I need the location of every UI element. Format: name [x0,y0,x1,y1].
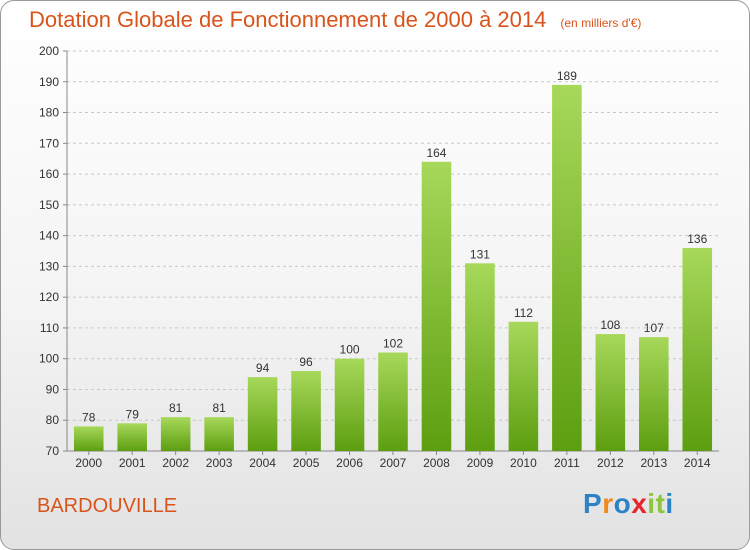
bar [291,371,321,451]
logo-letter: x [631,488,648,519]
y-tick-label: 170 [39,136,59,150]
bar [73,426,104,451]
bar [421,161,452,451]
chart-subtitle: (en milliers d'€) [560,16,642,30]
x-tick-label: 2001 [119,456,146,470]
bar [247,377,278,451]
data-label: 81 [169,401,183,415]
x-tick-label: 2008 [423,456,450,470]
x-tick-label: 2010 [510,456,537,470]
title-row: Dotation Globale de Fonctionnement de 20… [29,7,641,33]
data-label: 94 [256,361,270,375]
bars [73,84,713,451]
x-tick-label: 2006 [336,456,363,470]
y-tick-label: 150 [39,198,59,212]
x-tick-label: 2013 [640,456,667,470]
bar [204,417,234,451]
x-tick-label: 2000 [75,456,102,470]
y-tick-label: 90 [46,382,60,396]
y-tick-label: 190 [39,75,59,89]
logo-letter: r [602,488,614,519]
y-tick-label: 110 [40,321,59,335]
bar [160,417,191,451]
x-tick-label: 2007 [380,456,407,470]
bar [639,337,669,451]
y-tick-label: 140 [39,229,59,243]
x-tick-label: 2005 [293,456,320,470]
x-tick-label: 2014 [684,456,711,470]
logo-letter: P [583,488,603,519]
bar [334,358,365,451]
bar [682,247,713,451]
data-label: 96 [299,355,313,369]
data-label: 189 [557,69,577,83]
y-tick-label: 200 [39,44,59,58]
data-label: 100 [340,343,360,357]
place-name: BARDOUVILLE [37,495,178,517]
logo-letter: t [655,488,666,519]
x-tick-label: 2012 [597,456,624,470]
x-tick-label: 2003 [206,456,233,470]
y-tick-labels: 70 80 90 100 110 120 130 140 150 160 170 180 190 200 [39,44,59,458]
y-tick-label: 160 [39,167,59,181]
data-label: 112 [514,306,533,320]
logo-letter: i [647,488,656,519]
data-label: 107 [644,321,664,335]
y-tick-label: 120 [39,290,59,304]
y-tick-label: 130 [39,259,59,273]
x-tick-labels: 2000 2001 2002 2003 2004 2005 2006 2007 2008 2009… [75,451,711,470]
data-label: 164 [426,146,446,160]
data-label: 79 [126,407,140,421]
data-label: 78 [82,410,96,424]
chart-title: Dotation Globale de Fonctionnement de 20… [29,7,547,32]
y-tick-label: 80 [46,413,60,427]
data-labels: 78 79 81 81 94 96 100 102 164 131 112 189 108 107 136 [82,69,708,425]
x-tick-label: 2004 [249,456,276,470]
y-tick-label: 100 [39,352,59,366]
bar [117,423,147,451]
y-tick-label: 70 [46,444,60,458]
y-tick-label: 180 [39,106,59,120]
x-tick-label: 2002 [162,456,189,470]
data-label: 81 [212,401,226,415]
data-label: 131 [470,247,490,261]
bar [552,84,582,451]
x-tick-label: 2009 [467,456,494,470]
data-label: 136 [687,232,707,246]
bar [378,352,408,451]
logo-letter: o [613,488,632,519]
data-label: 108 [600,318,620,332]
proxiti-logo[interactable]: Proxiti [583,488,674,520]
bar [465,263,495,451]
logo-letter: i [665,488,674,519]
bar [595,334,626,451]
bar [508,321,539,451]
data-label: 102 [383,337,403,351]
x-tick-label: 2011 [554,456,580,470]
